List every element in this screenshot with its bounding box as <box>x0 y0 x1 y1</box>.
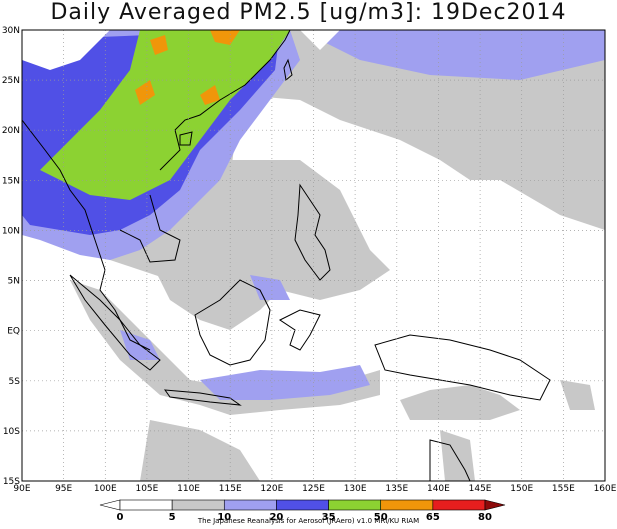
y-tick-label: 10S <box>3 427 20 437</box>
shade-orange-2 <box>200 85 220 105</box>
colorbar-level-label: 80 <box>478 512 492 523</box>
x-tick-label: 120E <box>260 484 283 494</box>
x-tick-label: 155E <box>552 484 575 494</box>
colorbar-level-label: 20 <box>269 512 283 523</box>
x-tick-label: 105E <box>135 484 158 494</box>
coast-borneo <box>194 279 271 366</box>
shade-orange-4 <box>150 35 168 55</box>
x-tick-label: 140E <box>427 484 450 494</box>
colorbar-swatch <box>432 499 486 511</box>
shade-white-1 <box>22 30 110 70</box>
shade-gray-aus <box>440 430 475 481</box>
colorbar-level-label: 50 <box>374 512 388 523</box>
x-tick-label: 100E <box>94 484 117 494</box>
coast-java <box>163 389 242 406</box>
y-tick-label: 10N <box>2 226 20 236</box>
coast-newguinea <box>374 334 551 401</box>
coast-sumatra <box>69 274 161 371</box>
y-tick-label: 30N <box>2 26 20 36</box>
chart-title: Daily Averaged PM2.5 [ug/m3]: 19Dec2014 <box>50 0 567 25</box>
colorbar-swatch <box>276 499 329 511</box>
x-tick-label: 90E <box>13 484 30 494</box>
x-tick-label: 150E <box>510 484 533 494</box>
shade-green <box>40 30 290 200</box>
y-tick-label: 5N <box>8 277 20 287</box>
shade-white-2 <box>300 30 340 50</box>
colorbar: 0 5 10 20 35 50 65 80 <box>99 499 506 523</box>
coast-philippines <box>294 183 331 281</box>
shade-orange-3 <box>210 30 240 45</box>
shade-gray-south <box>140 420 260 481</box>
x-tick-label: 95E <box>55 484 72 494</box>
colorbar-level-label: 5 <box>169 512 176 523</box>
x-tick-label: 160E <box>594 484 617 494</box>
y-axis: 30N 25N 20N 15N 10N 5N EQ 5S 10S 15S <box>2 26 20 487</box>
y-tick-label: 20N <box>2 126 20 136</box>
colorbar-arrow-high <box>484 499 506 511</box>
colorbar-swatch <box>380 499 434 511</box>
x-tick-label: 125E <box>302 484 325 494</box>
y-tick-label: 15N <box>2 176 20 186</box>
colorbar-level-label: 0 <box>117 512 124 523</box>
credit-line: The Japanese Reanalysis for Aerosol (JRA… <box>197 517 420 525</box>
shade-lightblue-east <box>300 30 605 80</box>
x-tick-label: 145E <box>469 484 492 494</box>
shade-orange-1 <box>135 80 155 105</box>
coastlines <box>22 30 551 481</box>
colorbar-arrow-low <box>99 499 121 511</box>
colorbar-swatch <box>119 499 173 511</box>
shade-gray-east <box>560 380 595 410</box>
shade-gray-png <box>400 385 520 420</box>
y-tick-label: 15S <box>3 477 20 487</box>
y-tick-label: EQ <box>7 327 20 337</box>
colorbar-swatch <box>171 499 225 511</box>
shade-lightblue-borneo <box>250 275 290 300</box>
colorbar-level-label: 65 <box>426 512 440 523</box>
colorbar-level-label: 35 <box>322 512 336 523</box>
x-tick-label: 135E <box>385 484 408 494</box>
plot-frame <box>21 29 606 482</box>
coast-sulawesi <box>279 309 321 351</box>
colorbar-swatch <box>328 499 382 511</box>
colorbar-swatch <box>223 499 277 511</box>
shade-gray-sumatra <box>70 280 380 415</box>
x-tick-label: 130E <box>344 484 367 494</box>
x-tick-label: 115E <box>219 484 242 494</box>
x-axis: 90E 95E 100E 105E 110E 115E 120E 125E 130E 135E 14… <box>13 484 616 494</box>
y-tick-label: 5S <box>9 377 21 387</box>
x-tick-label: 110E <box>177 484 200 494</box>
shade-lightblue-java <box>200 365 370 400</box>
colorbar-level-label: 10 <box>217 512 231 523</box>
coast-hainan <box>179 131 193 146</box>
coast-aus <box>429 439 471 481</box>
y-tick-label: 25N <box>2 76 20 86</box>
